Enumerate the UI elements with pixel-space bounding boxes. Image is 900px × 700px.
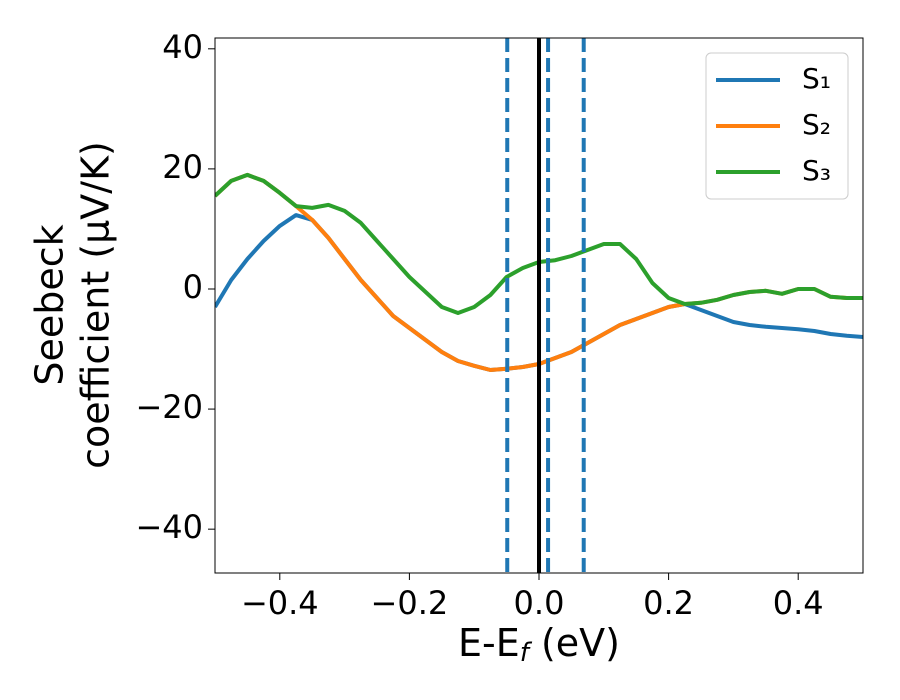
x-tick-label: 0.4	[773, 584, 824, 622]
legend-label: S₃	[802, 154, 831, 187]
y-tick-label: −40	[135, 508, 203, 546]
plot	[215, 38, 863, 573]
y-tick-label: 40	[162, 28, 203, 66]
legend-label: S₁	[802, 62, 831, 95]
x-tick-label: −0.2	[371, 584, 449, 622]
x-tick-label: 0.2	[643, 584, 694, 622]
y-axis-label: Seebeck coefficient (μV/K)	[28, 141, 118, 469]
y-label-line: Seebeck	[28, 224, 72, 385]
y-tick-label: 0	[183, 268, 203, 306]
y-label-line: coefficient (μV/K)	[74, 141, 118, 469]
x-tick-label: −0.4	[241, 584, 319, 622]
legend-label: S₂	[802, 108, 831, 141]
x-tick-label: 0.0	[514, 584, 565, 622]
y-tick-label: −20	[135, 388, 203, 426]
x-axis-label: E-Ef (eV)	[458, 621, 620, 668]
y-tick-label: 20	[162, 148, 203, 186]
plot-frame	[214, 37, 864, 574]
